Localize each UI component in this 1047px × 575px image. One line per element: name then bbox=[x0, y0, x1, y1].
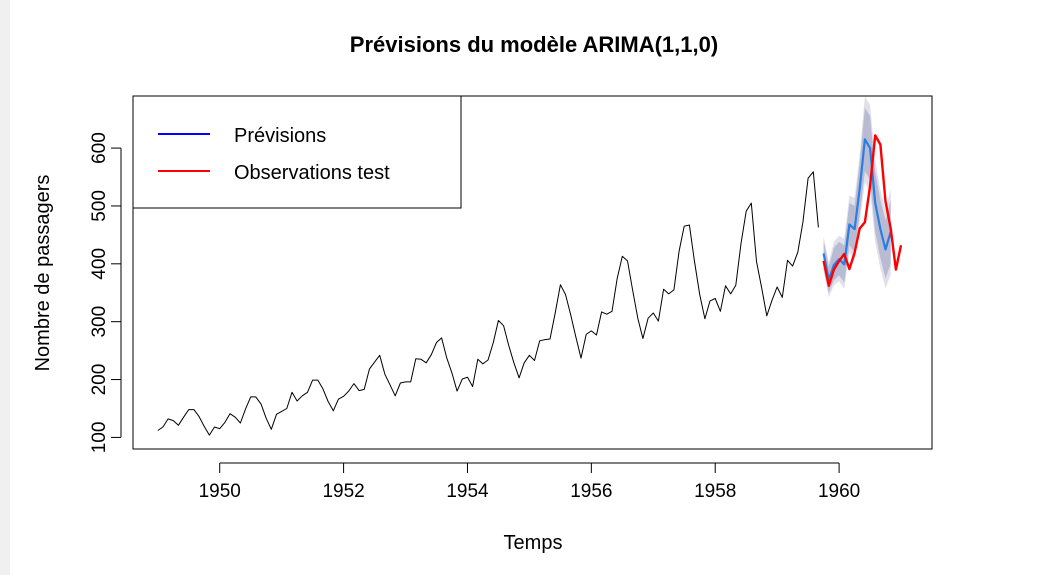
legend-forecast-label: Prévisions bbox=[234, 125, 326, 147]
y-tick-label: 500 bbox=[89, 190, 110, 222]
legend: Prévisions Observations test bbox=[132, 95, 462, 209]
y-axis: 100 200 300 400 500 600 bbox=[89, 132, 122, 454]
legend-test-label: Observations test bbox=[234, 162, 390, 184]
x-tick-label: 1950 bbox=[199, 481, 241, 502]
y-tick-label: 200 bbox=[89, 364, 110, 396]
x-tick-label: 1956 bbox=[570, 481, 612, 502]
series-lines bbox=[157, 134, 903, 436]
y-tick-label: 300 bbox=[89, 306, 110, 338]
forecast-series-line bbox=[822, 138, 892, 282]
chart-title: Prévisions du modèle ARIMA(1,1,0) bbox=[350, 32, 718, 57]
training-series-line bbox=[157, 171, 819, 436]
x-tick-label: 1954 bbox=[446, 481, 489, 502]
plot-area bbox=[132, 95, 933, 450]
y-tick-label: 400 bbox=[89, 248, 110, 280]
test-series-line bbox=[822, 134, 903, 287]
window-left-strip bbox=[0, 0, 10, 575]
x-tick-label: 1958 bbox=[694, 481, 736, 502]
x-tick-label: 1952 bbox=[322, 481, 364, 502]
x-tick-label: 1960 bbox=[818, 481, 860, 502]
y-tick-label: 100 bbox=[89, 422, 110, 454]
plot-frame bbox=[132, 95, 933, 450]
x-axis-label: Temps bbox=[504, 532, 563, 554]
y-axis-label: Nombre de passagers bbox=[32, 175, 54, 372]
legend-box bbox=[132, 95, 462, 209]
x-axis: 1950 1952 1954 1956 1958 1960 bbox=[199, 462, 860, 502]
y-tick-label: 600 bbox=[89, 132, 110, 164]
